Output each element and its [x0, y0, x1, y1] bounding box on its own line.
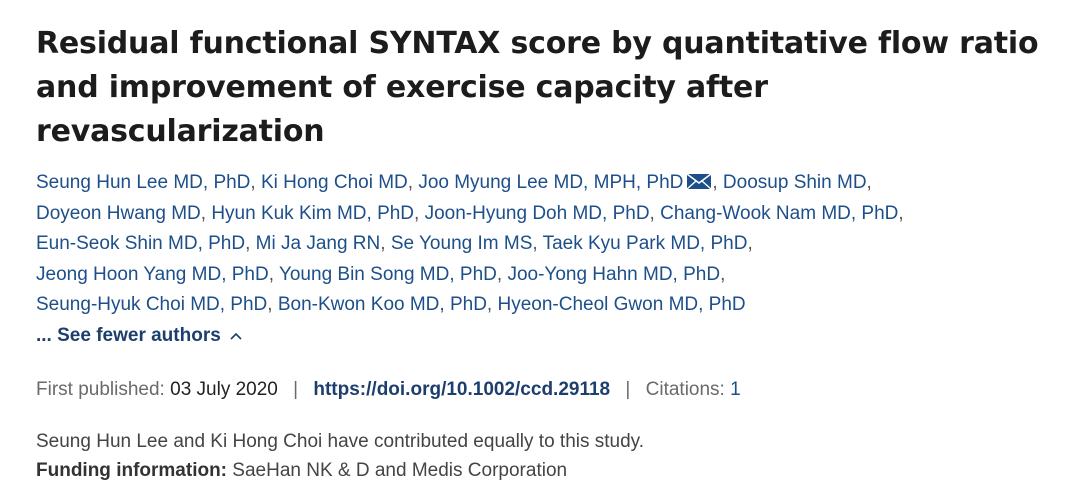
see-fewer-authors-label: ... See fewer authors [36, 324, 221, 346]
author-link[interactable]: Ki Hong Choi MD [260, 172, 408, 193]
author-link[interactable]: Jeong Hoon Yang MD, PhD [36, 263, 269, 285]
author-link[interactable]: Eun-Seok Shin MD, PhD [36, 233, 246, 254]
citations-count-link[interactable]: 1 [730, 378, 741, 400]
author-separator: , [267, 294, 278, 315]
chevron-up-icon [229, 321, 243, 351]
author-link[interactable]: Joon-Hyung Doh MD, PhD [424, 202, 650, 224]
author-separator: , [250, 172, 261, 193]
author-separator: , [712, 172, 723, 193]
author-separator: , [268, 263, 279, 285]
author-separator: , [486, 294, 498, 315]
author-separator: , [380, 233, 391, 254]
author-link[interactable]: Seung-Hyuk Choi MD, PhD [36, 294, 268, 315]
funding-label: Funding information: [36, 459, 228, 481]
author-separator: , [747, 233, 753, 254]
funding-value: SaeHan NK & D and Medis Corporation [232, 459, 568, 481]
published-date: 03 July 2020 [170, 378, 278, 400]
author-link[interactable]: Se Young Im MS [390, 233, 533, 254]
author-separator: , [720, 263, 726, 285]
doi-link[interactable]: https://doi.org/10.1002/ccd.29118 [313, 378, 611, 400]
author-separator: , [200, 202, 212, 224]
author-separator: , [245, 233, 256, 254]
email-icon[interactable] [686, 170, 712, 190]
divider: | [293, 378, 299, 400]
article-notes: Seung Hun Lee and Ki Hong Choi have cont… [36, 427, 1044, 485]
author-separator: , [496, 263, 508, 285]
author-link[interactable]: Hyun Kuk Kim MD, PhD [211, 202, 415, 224]
author-link[interactable]: Doosup Shin MD [722, 172, 867, 193]
author-link[interactable]: Seung Hun Lee MD, PhD [36, 172, 251, 193]
article-header: Residual functional SYNTAX score by quan… [36, 26, 1046, 481]
author-separator: , [532, 233, 543, 254]
author-link[interactable]: Bon-Kwon Koo MD, PhD [277, 294, 487, 315]
author-separator: , [407, 172, 419, 193]
author-link[interactable]: Hyeon-Cheol Gwon MD, PhD [497, 294, 746, 315]
citations-label: Citations: [645, 378, 725, 400]
author-link[interactable]: Joo-Yong Hahn MD, PhD [507, 263, 721, 285]
funding-information: Funding information: SaeHan NK & D and M… [36, 456, 1044, 485]
author-link[interactable]: Chang-Wook Nam MD, PhD [660, 202, 899, 224]
divider: | [625, 378, 631, 400]
author-link[interactable]: Doyeon Hwang MD [36, 202, 201, 224]
contribution-note: Seung Hun Lee and Ki Hong Choi have cont… [36, 430, 645, 452]
published-label: First published: [36, 378, 165, 400]
author-link[interactable]: Taek Kyu Park MD, PhD [542, 233, 748, 254]
author-link[interactable]: Joo Myung Lee MD, MPH, PhD [418, 172, 684, 193]
author-separator: , [898, 202, 904, 224]
author-list: Seung Hun Lee MD, PhD, Ki Hong Choi MD, … [36, 168, 1046, 321]
see-fewer-authors-button[interactable]: ... See fewer authors [36, 321, 243, 351]
author-separator: , [649, 202, 661, 224]
author-link[interactable]: Mi Ja Jang RN [255, 233, 381, 254]
author-link[interactable]: Young Bin Song MD, PhD [278, 263, 497, 285]
author-separator: , [414, 202, 425, 224]
publication-meta: First published: 03 July 2020 | https://… [36, 375, 1044, 405]
article-title: Residual functional SYNTAX score by quan… [36, 26, 1039, 149]
author-separator: , [866, 172, 872, 193]
